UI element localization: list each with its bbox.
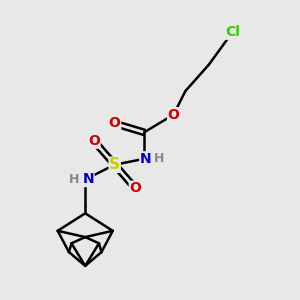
- Text: O: O: [168, 108, 179, 122]
- Text: Cl: Cl: [225, 25, 240, 39]
- Text: O: O: [129, 181, 141, 195]
- Text: O: O: [109, 116, 121, 130]
- Text: N: N: [140, 152, 152, 166]
- Text: S: S: [109, 157, 120, 172]
- Text: N: N: [82, 172, 94, 186]
- Text: H: H: [69, 173, 79, 186]
- Text: O: O: [88, 134, 100, 148]
- Text: H: H: [154, 152, 165, 165]
